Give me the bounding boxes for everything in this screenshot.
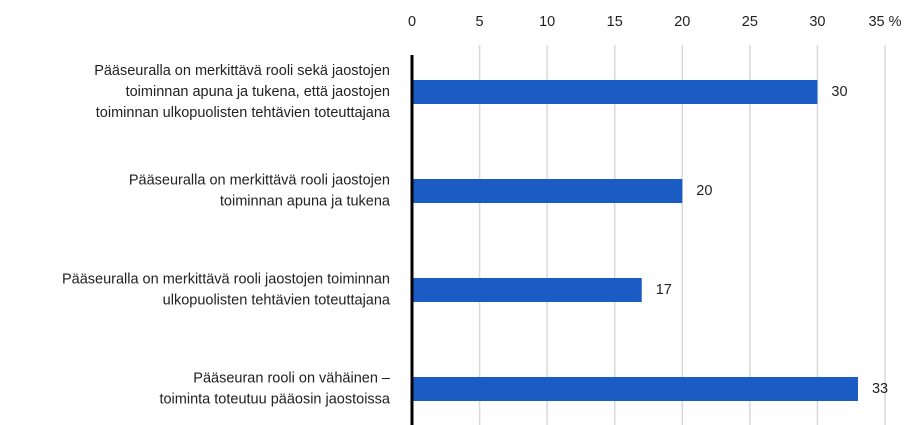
x-tick-label: 30 <box>809 14 825 30</box>
x-tick-label: 25 <box>742 14 758 30</box>
category-label: toiminnan ulkopuolisten tehtävien toteut… <box>96 105 391 121</box>
value-label: 30 <box>831 84 847 100</box>
x-tick-label: 0 <box>408 14 416 30</box>
category-label: toiminnan apuna ja tukena, että jaostoje… <box>126 84 390 100</box>
category-label: Pääseuralla on merkittävä rooli jaostoje… <box>129 172 390 188</box>
category-label: Pääseuran rooli on vähäinen – <box>193 370 391 386</box>
x-tick-label: 10 <box>539 14 555 30</box>
bar <box>412 179 683 203</box>
bar <box>412 377 858 401</box>
value-label: 33 <box>872 381 888 397</box>
category-label: toiminnan apuna ja tukena <box>220 193 391 209</box>
x-tick-label: 35 % <box>868 14 901 30</box>
category-label: toiminta toteutuu pääosin jaostoissa <box>159 391 390 407</box>
bar <box>412 278 642 302</box>
x-tick-label: 20 <box>674 14 690 30</box>
value-label: 20 <box>696 183 712 199</box>
category-label: Pääseuralla on merkittävä rooli sekä jao… <box>94 63 390 79</box>
value-label: 17 <box>656 282 672 298</box>
bar <box>412 80 818 104</box>
x-tick-label: 15 <box>607 14 623 30</box>
x-tick-label: 5 <box>476 14 484 30</box>
category-label: Pääseuralla on merkittävä rooli jaostoje… <box>62 271 390 287</box>
category-label: ulkopuolisten tehtävien toteuttajana <box>163 292 391 308</box>
